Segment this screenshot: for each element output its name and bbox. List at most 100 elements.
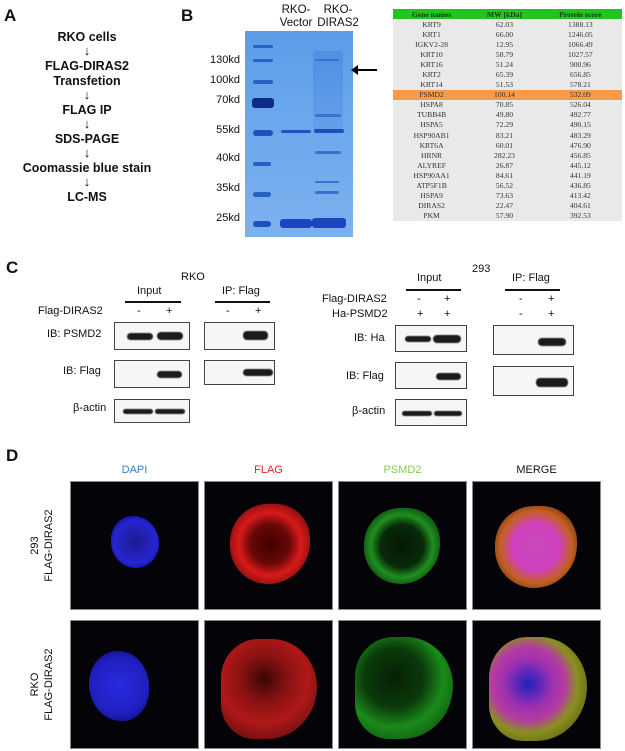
table-cell: 441.19: [569, 170, 591, 180]
table-row: HSPA8 70.85 526.04: [393, 100, 622, 110]
table-cell: DIRAS2: [418, 201, 445, 211]
channel-label-psmd2: PSMD2: [383, 464, 422, 476]
table-cell: KRT1: [422, 29, 441, 39]
channel-label-dapi: DAPI: [121, 464, 148, 476]
lane-label-line: Vector: [279, 17, 313, 29]
table-cell: 456.85: [569, 150, 591, 160]
ladder-band: [252, 98, 274, 108]
blot-input-beta-actin: [114, 399, 190, 423]
table-cell: 392.53: [569, 211, 591, 221]
row-label-line: 293: [29, 536, 41, 555]
ladder-band: [253, 45, 273, 48]
table-row: HSPA5 72.29 490.15: [393, 120, 622, 130]
step-sds-page: SDS-PAGE: [54, 132, 120, 146]
marker-55kd: 55kd: [216, 124, 240, 136]
image-rko-flag: [204, 620, 333, 749]
table-cell: 1027.57: [568, 49, 593, 59]
table-cell: 445.12: [569, 160, 591, 170]
table-cell: 49.80: [495, 110, 514, 120]
marker-labels: 130kd 100kd 70kd 55kd 40kd 35kd 25kd: [196, 0, 240, 240]
ha-psmd2-label: Ha-PSMD2: [332, 308, 388, 320]
table-cell: IGKV2-28: [415, 39, 449, 49]
band: [127, 333, 153, 340]
table-cell: 1388.13: [568, 19, 593, 29]
table-cell: KRT9: [422, 19, 441, 29]
table-cell: 83.21: [495, 130, 514, 140]
sign: -: [519, 308, 523, 320]
band: [436, 373, 461, 380]
diras2-smear: [313, 51, 343, 131]
diras2-band: [315, 181, 339, 183]
cytoplasm-signal: [221, 639, 317, 739]
blot-label-ha: IB: Ha: [354, 332, 385, 344]
table-row: KRT2 65.39 656.85: [393, 69, 622, 79]
lane-label-line: RKO-: [281, 4, 311, 16]
lane-label-line: RKO-: [323, 4, 353, 16]
table-cell: 56.52: [495, 181, 514, 191]
band: [243, 369, 273, 376]
ip-flag-label: IP: Flag: [512, 272, 550, 284]
row-label-line: FLAG-DIRAS2: [43, 509, 55, 582]
table-cell: 282.23: [494, 150, 515, 160]
blot-label-flag: IB: Flag: [346, 370, 384, 382]
step-flag-diras2: FLAG-DIRAS2: [44, 59, 130, 73]
band: [157, 371, 182, 378]
blot-ip-psmd2: [204, 322, 275, 350]
table-cell: 404.61: [569, 201, 591, 211]
table-row: HSPA9 73.63 413.42: [393, 191, 622, 201]
marker-35kd: 35kd: [216, 182, 240, 194]
table-cell: HSPA9: [420, 191, 443, 201]
diras2-band: [315, 114, 341, 117]
table-cell: 1066.49: [568, 39, 593, 49]
table-cell: 62.03: [495, 19, 514, 29]
ip-flag-label: IP: Flag: [222, 285, 260, 297]
table-cell: 476.90: [569, 140, 591, 150]
row-label-293: 293 FLAG-DIRAS2: [28, 481, 56, 610]
band: [402, 411, 432, 416]
table-row: ATP5F1B 56.52 436.85: [393, 181, 622, 191]
blot-input-psmd2: [114, 322, 190, 350]
blot-input-beta-actin: [395, 399, 467, 426]
diras2-band: [312, 218, 346, 228]
row-label-line: RKO: [29, 672, 41, 697]
marker-100kd: 100kd: [210, 74, 240, 86]
table-cell: HSPA8: [420, 100, 443, 110]
image-rko-psmd2: [338, 620, 467, 749]
vector-band: [280, 219, 312, 228]
band: [157, 332, 183, 340]
table-row: HSP90AB1 83.21 483.29: [393, 130, 622, 140]
table-row: KRT14 51.53 578.21: [393, 80, 622, 90]
table-cell: KRT6A: [419, 140, 444, 150]
sign: +: [548, 293, 555, 305]
sign: +: [548, 308, 555, 320]
table-cell: 58.79: [495, 49, 514, 59]
blot-input-ha: [395, 325, 467, 352]
table-cell: 22.47: [495, 201, 514, 211]
table-row: KRT6A 60.01 476.90: [393, 140, 622, 150]
table-cell: 12.95: [495, 39, 514, 49]
vector-band: [281, 130, 311, 133]
coomassie-gel: [245, 31, 353, 237]
image-rko-merge: [472, 620, 601, 749]
image-293-merge: [472, 481, 601, 610]
input-underline: [406, 289, 461, 291]
nucleus: [111, 516, 159, 568]
column-header: MW [kDa]: [470, 9, 539, 19]
table-cell: ALYREF: [417, 160, 446, 170]
protein-score-table: Gene names MW [kDa] Protein score KRT9 62…: [393, 9, 622, 221]
table-cell: KRT14: [420, 80, 443, 90]
blot-label-psmd2: IB: PSMD2: [47, 328, 102, 340]
diras2-band: [314, 129, 344, 133]
sign: -: [417, 293, 421, 305]
input-underline: [125, 301, 181, 303]
band: [155, 409, 185, 414]
table-cell: 100.14: [470, 89, 539, 100]
sign: -: [519, 293, 523, 305]
panel-c-letter: C: [6, 258, 19, 277]
cytoplasm-signal: [355, 637, 453, 739]
workflow-diagram: RKO cells ↓ FLAG-DIRAS2 Transfetion ↓ FL…: [12, 30, 162, 205]
table-row-highlighted: PSMD2 100.14 532.09: [393, 89, 622, 100]
blot-ip-flag: [493, 366, 574, 396]
table-row: KRT1 66.00 1246.05: [393, 29, 622, 39]
table-cell: 578.21: [569, 80, 591, 90]
